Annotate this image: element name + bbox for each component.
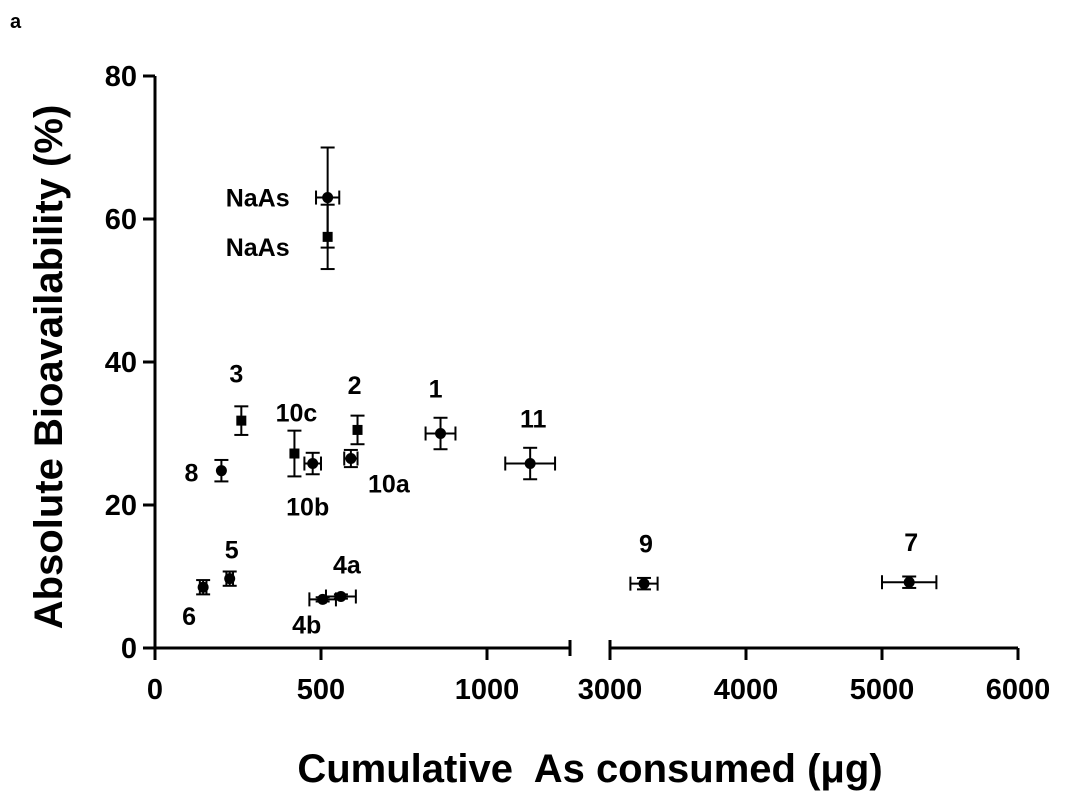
x-tick-label: 0 [147, 674, 163, 706]
data-point-11: 11 [504, 406, 557, 481]
data-point-3: 3 [229, 361, 249, 436]
square-marker [289, 448, 300, 459]
y-tick-label: 0 [121, 633, 137, 665]
data-point-1: 1 [424, 376, 457, 451]
data-point-6: 6 [182, 579, 211, 631]
circle-marker [345, 453, 357, 465]
data-label: 6 [182, 603, 196, 631]
circle-marker [317, 593, 329, 605]
data-label: 9 [639, 531, 653, 559]
x-tick-label: 3000 [578, 674, 643, 706]
data-label: 11 [520, 406, 547, 434]
data-point-4a: 4a [324, 552, 362, 604]
data-point-naas: NaAs [226, 203, 335, 271]
data-point-5: 5 [222, 537, 239, 587]
y-tick-label: 80 [105, 61, 137, 93]
circle-marker [215, 465, 227, 477]
y-axis-title: Absolute Bioavailability (%) [27, 105, 71, 630]
data-label: 10a [368, 471, 411, 499]
data-label: 4b [292, 611, 321, 639]
y-tick-label: 40 [105, 347, 137, 379]
circle-marker [638, 578, 650, 590]
circle-marker [903, 576, 915, 588]
y-tick-label: 20 [105, 490, 137, 522]
data-label: 10b [286, 494, 329, 522]
x-axis-title: Cumulative As consumed (μg) [297, 747, 882, 791]
square-marker [236, 415, 247, 426]
circle-marker [307, 458, 319, 470]
data-point-10b: 10b [286, 451, 329, 522]
x-axis: 0 500 1000 3000 4000 5000 6000 [147, 640, 1050, 706]
y-tick-label: 60 [105, 204, 137, 236]
square-marker [352, 424, 363, 435]
square-marker [322, 231, 333, 242]
data-point-10c: 10c [276, 400, 318, 478]
x-tick-label: 1000 [455, 674, 520, 706]
data-point-7: 7 [881, 529, 938, 590]
data-label: 8 [184, 460, 198, 488]
data-label: NaAs [226, 234, 290, 262]
data-point-naas: NaAs [226, 146, 341, 249]
data-point-10a: 10a [343, 448, 411, 499]
data-point-8: 8 [184, 458, 229, 488]
circle-marker [224, 573, 236, 585]
circle-marker [435, 428, 447, 439]
data-point-4b: 4b [292, 592, 337, 639]
panel-label: a [10, 11, 22, 33]
circle-marker [335, 591, 347, 603]
data-label: 3 [229, 361, 243, 389]
x-tick-label: 4000 [714, 674, 779, 706]
x-tick-label: 6000 [986, 674, 1051, 706]
circle-marker [524, 458, 536, 470]
data-label: 5 [225, 537, 239, 565]
y-axis: 0 20 40 60 80 [105, 61, 157, 665]
data-label: 2 [348, 372, 362, 400]
data-point-9: 9 [629, 531, 659, 591]
x-tick-label: 5000 [850, 674, 915, 706]
data-label: NaAs [226, 185, 290, 213]
data-label: 7 [904, 529, 918, 557]
circle-marker [322, 192, 334, 204]
data-point-2: 2 [348, 372, 365, 446]
data-label: 4a [333, 552, 362, 580]
x-tick-label: 500 [297, 674, 345, 706]
data-label: 10c [276, 400, 318, 428]
circle-marker [197, 581, 209, 593]
data-label: 1 [429, 376, 443, 404]
